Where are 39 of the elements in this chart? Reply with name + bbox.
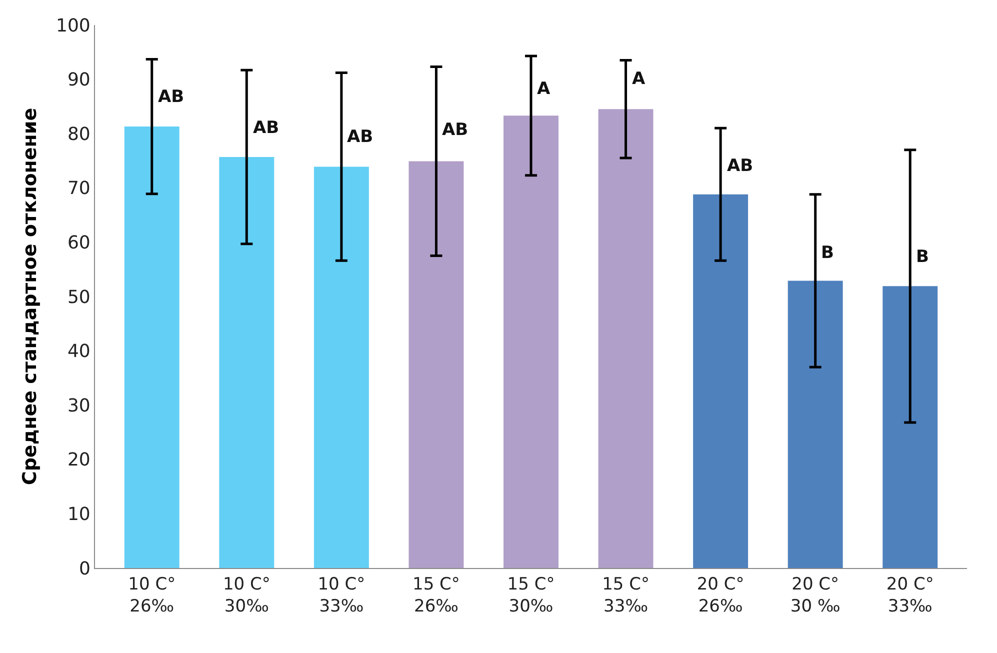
bar xyxy=(882,286,938,568)
bar xyxy=(124,126,180,568)
y-tick-label: 10 xyxy=(67,504,90,525)
annotation: B xyxy=(821,243,834,263)
annotation: AB xyxy=(442,120,468,140)
x-tick-label: 10 C° 30‰ xyxy=(222,574,270,616)
x-tick-label: 10 C° 33‰ xyxy=(318,574,366,616)
bar xyxy=(504,116,558,568)
bar xyxy=(314,166,369,568)
annotation: AB xyxy=(347,127,374,147)
annotation: AB xyxy=(158,87,184,107)
annotation: AB xyxy=(727,156,754,176)
y-tick-label: 60 xyxy=(67,232,90,254)
y-tick-label: 70 xyxy=(67,178,90,200)
bar xyxy=(598,109,654,568)
x-tick-label: 20 C° 26‰ xyxy=(696,574,744,616)
y-tick-label: 90 xyxy=(67,70,90,91)
y-tick-label: 0 xyxy=(78,558,90,580)
y-tick-label: 80 xyxy=(67,124,90,145)
y-tick-label: 30 xyxy=(67,395,90,416)
x-tick-label: 10 C° 26‰ xyxy=(128,574,176,616)
x-tick-label: 15 C° 33‰ xyxy=(602,574,650,616)
x-tick-label: 20 C° 30 ‰ xyxy=(790,574,840,616)
x-tick-label: 15 C° 26‰ xyxy=(412,574,460,616)
bar xyxy=(788,280,843,568)
annotation: A xyxy=(632,69,646,89)
annotation: B xyxy=(916,247,929,267)
x-tick-label: 15 C° 30‰ xyxy=(507,574,555,616)
bar xyxy=(219,156,274,568)
bar xyxy=(693,194,748,568)
y-tick-label: 50 xyxy=(67,286,90,308)
y-tick-label: 40 xyxy=(67,341,90,362)
bar xyxy=(408,161,464,568)
y-axis-title: Среднее стандартное отклонение xyxy=(18,108,41,486)
annotation: AB xyxy=(253,118,280,138)
y-tick-label: 100 xyxy=(56,15,90,36)
y-tick-label: 20 xyxy=(67,450,90,471)
x-tick-label: 20 C° 33‰ xyxy=(886,574,934,616)
annotation: A xyxy=(537,79,551,99)
